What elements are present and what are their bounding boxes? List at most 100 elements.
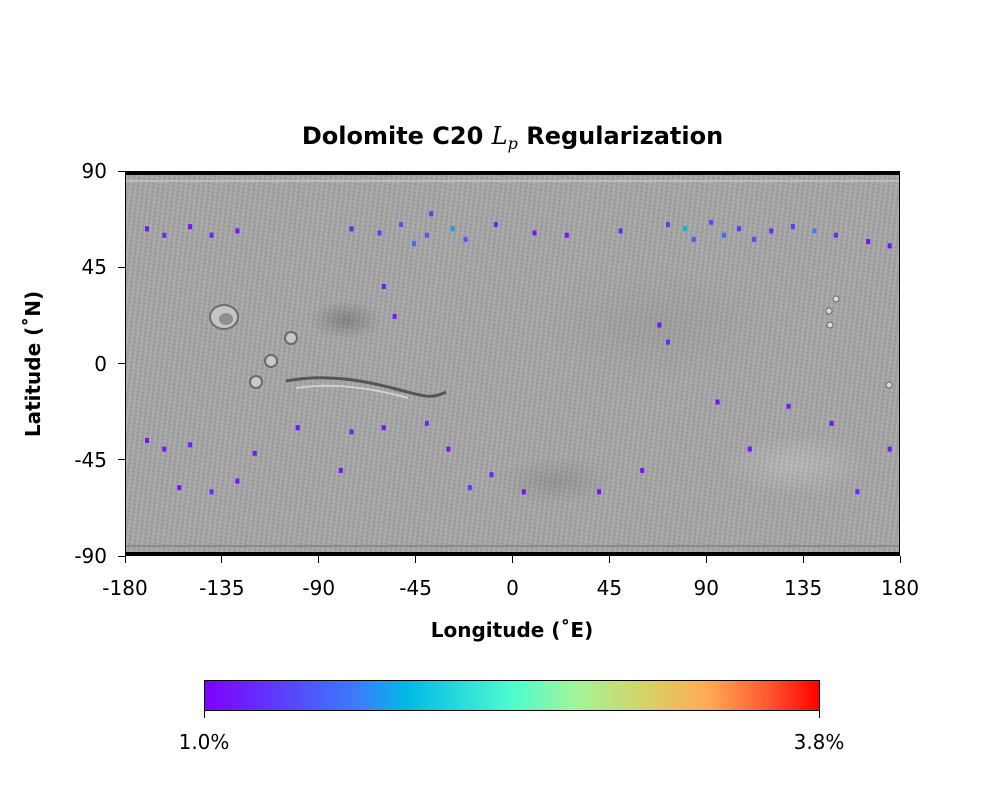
chart-title-lp: Lp (491, 122, 518, 153)
colorbar-max-label: 3.8% (793, 730, 845, 754)
x-tick-mark (899, 556, 901, 563)
abundance-point (295, 425, 300, 431)
x-tick-label: 90 (693, 576, 719, 600)
abundance-point (463, 236, 468, 242)
colorbar (204, 680, 820, 711)
abundance-point (446, 446, 451, 452)
abundance-point (564, 232, 569, 238)
abundance-point (597, 489, 602, 495)
abundance-point (657, 322, 662, 328)
abundance-point (493, 222, 498, 227)
y-axis-label: Latitude (˚N) (21, 290, 45, 438)
abundance-point (521, 489, 526, 495)
chart-title-suffix: Regularization (526, 122, 724, 150)
y-tick-mark (118, 363, 125, 364)
abundance-point (235, 228, 240, 234)
abundance-point (145, 438, 149, 443)
colorbar-min-tick (204, 711, 205, 718)
abundance-point (747, 446, 752, 452)
y-tick-mark (118, 170, 125, 172)
map-plot-area (125, 171, 900, 556)
x-tick-label: 0 (506, 576, 519, 600)
colorbar-max-tick (819, 711, 820, 718)
abundance-point (786, 403, 791, 409)
abundance-point (752, 236, 757, 242)
abundance-point (429, 211, 434, 217)
y-tick-mark (118, 266, 125, 268)
abundance-point (338, 467, 343, 473)
chart-title-text: Dolomite C20 (301, 122, 484, 150)
y-tick-mark (118, 555, 125, 557)
abundance-point (691, 236, 696, 242)
abundance-point (349, 429, 354, 435)
x-tick-mark (415, 556, 417, 563)
x-tick-label: -135 (199, 576, 245, 600)
abundance-point (833, 232, 838, 238)
abundance-point (722, 232, 726, 238)
abundance-point (177, 485, 182, 491)
abundance-point (737, 226, 741, 232)
x-tick-label: 180 (880, 576, 920, 600)
abundance-overlay (126, 180, 899, 547)
abundance-point (640, 467, 645, 473)
y-tick-label: 90 (81, 159, 107, 183)
abundance-point (424, 232, 429, 238)
x-tick-mark (608, 556, 610, 563)
x-tick-label: -90 (302, 576, 336, 600)
x-axis-label: Longitude (˚E) (430, 618, 594, 642)
x-tick-mark (512, 556, 513, 563)
terrain-features (126, 180, 899, 547)
abundance-point (188, 442, 193, 448)
abundance-point (162, 446, 167, 452)
abundance-point (855, 489, 860, 495)
y-tick-label: -90 (74, 544, 107, 568)
abundance-point (866, 239, 871, 245)
x-tick-mark (802, 556, 804, 563)
x-tick-label: 45 (596, 576, 623, 600)
abundance-point (812, 228, 817, 234)
y-tick-mark (118, 459, 125, 461)
abundance-point (381, 425, 386, 431)
abundance-point (666, 222, 670, 227)
abundance-point (683, 226, 688, 232)
x-tick-mark (221, 556, 223, 563)
abundance-point (145, 226, 149, 232)
abundance-point (489, 472, 494, 478)
abundance-point (790, 224, 795, 230)
abundance-point (399, 222, 404, 227)
colorbar-min-label: 1.0% (178, 730, 230, 754)
abundance-point (618, 228, 623, 234)
abundance-point (209, 489, 214, 495)
abundance-points (145, 211, 892, 495)
abundance-point (887, 243, 892, 249)
abundance-point (769, 228, 774, 234)
x-tick-mark (124, 556, 126, 563)
abundance-point (349, 226, 354, 232)
x-tick-label: -180 (102, 576, 148, 600)
chart-title: Dolomite C20 Lp Regularization (125, 122, 900, 153)
abundance-point (424, 420, 429, 426)
abundance-point (887, 446, 892, 452)
x-tick-label: -45 (399, 576, 432, 600)
abundance-point (666, 339, 670, 345)
abundance-point (381, 284, 386, 289)
abundance-point (377, 230, 382, 236)
abundance-point (715, 399, 720, 405)
abundance-point (209, 232, 214, 238)
abundance-point (709, 219, 714, 225)
abundance-point (235, 478, 240, 484)
y-tick-label: 45 (81, 255, 107, 280)
abundance-point (829, 420, 834, 426)
abundance-point (392, 313, 397, 319)
abundance-point (467, 485, 472, 491)
x-tick-label: 135 (784, 576, 823, 600)
abundance-point (532, 230, 537, 236)
x-tick-mark (318, 556, 320, 563)
abundance-point (162, 232, 167, 238)
abundance-point (188, 224, 193, 230)
abundance-point (252, 450, 257, 456)
abundance-point (450, 226, 455, 232)
abundance-point (412, 241, 416, 247)
x-tick-mark (705, 556, 707, 563)
y-tick-label: 0 (94, 351, 107, 376)
